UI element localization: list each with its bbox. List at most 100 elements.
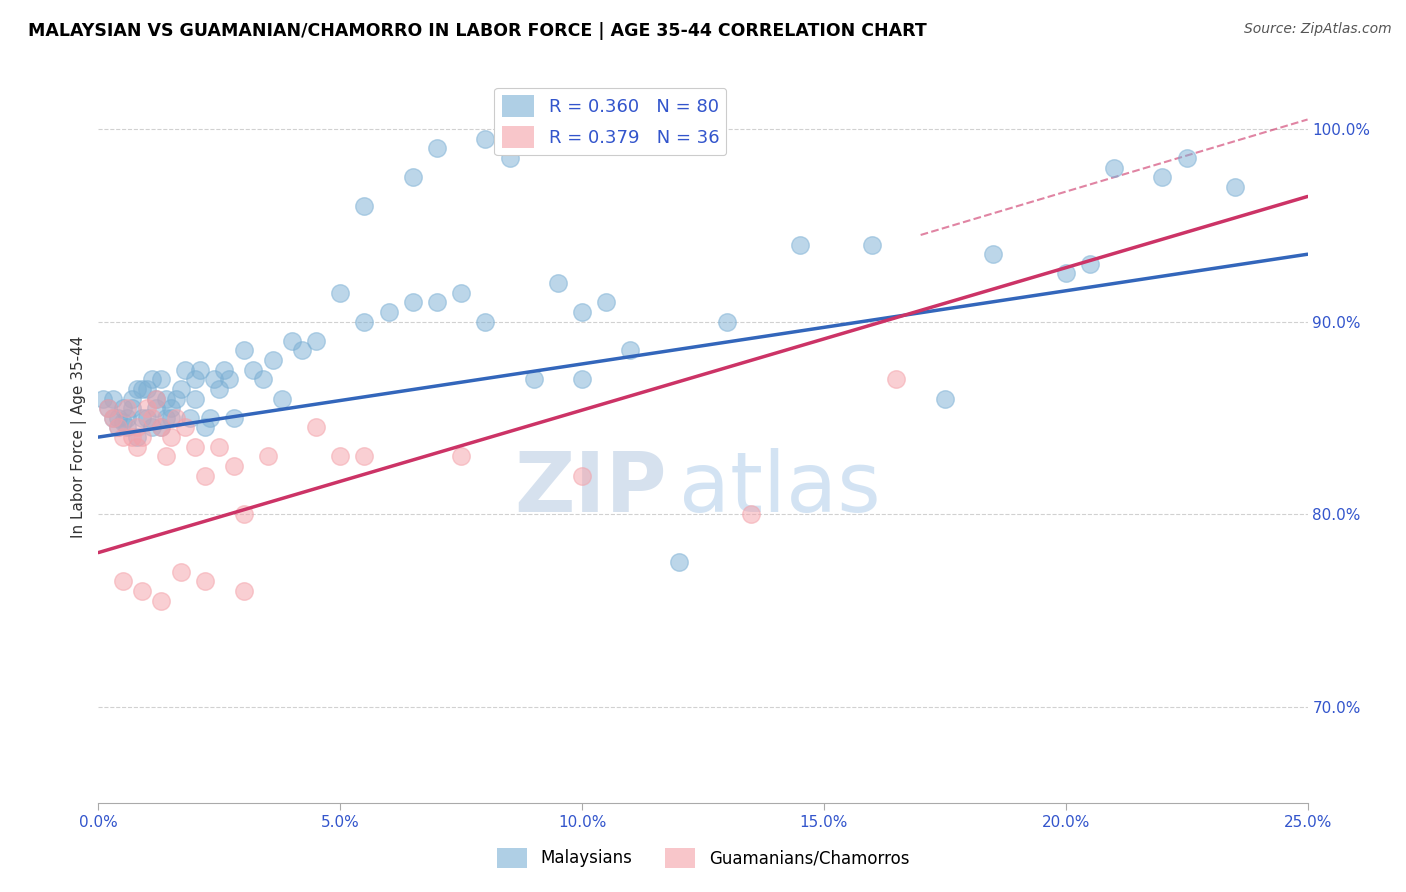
Point (934, 392, 956, 406)
Point (262, 353, 284, 368)
Point (174, 420, 197, 434)
Point (860, 237, 883, 252)
Point (305, 420, 328, 434)
Point (194, 468, 217, 483)
Point (547, 276, 569, 290)
Point (155, 392, 177, 406)
Point (131, 430, 153, 444)
Point (165, 410, 187, 425)
Point (329, 450, 352, 464)
Point (208, 440, 231, 454)
Point (188, 362, 211, 376)
Point (619, 343, 641, 358)
Point (97, 401, 120, 416)
Point (145, 401, 167, 416)
Point (117, 401, 139, 416)
Point (150, 420, 173, 434)
Point (179, 410, 201, 425)
Point (135, 382, 157, 396)
Point (981, 247, 1004, 261)
Point (160, 401, 183, 416)
Point (402, 295, 425, 310)
Point (218, 372, 240, 386)
Point (184, 372, 207, 386)
Point (242, 362, 264, 376)
Legend: Malaysians, Guamanians/Chamorros: Malaysians, Guamanians/Chamorros (491, 841, 915, 875)
Text: ZIP: ZIP (515, 448, 666, 529)
Point (232, 343, 254, 358)
Point (101, 410, 124, 425)
Point (145, 392, 167, 406)
Point (184, 440, 207, 454)
Point (1078, 257, 1101, 271)
Point (377, 305, 399, 319)
Point (353, 450, 375, 464)
Point (111, 401, 134, 416)
Point (135, 410, 157, 425)
Point (150, 420, 173, 434)
Point (91, 392, 114, 406)
Point (426, 141, 449, 155)
Point (107, 420, 129, 434)
Point (290, 343, 312, 358)
Point (232, 507, 254, 521)
Point (523, 372, 546, 386)
Point (353, 199, 375, 213)
Point (886, 372, 908, 386)
Point (329, 285, 352, 300)
Text: atlas: atlas (679, 448, 880, 529)
Point (111, 430, 134, 444)
Point (131, 410, 153, 425)
Point (1152, 170, 1174, 185)
Point (127, 420, 149, 434)
Point (131, 382, 153, 396)
Point (145, 392, 167, 406)
Point (281, 334, 304, 348)
Point (305, 334, 328, 348)
Point (117, 420, 139, 434)
Point (107, 410, 129, 425)
Point (571, 372, 593, 386)
Text: Source: ZipAtlas.com: Source: ZipAtlas.com (1244, 22, 1392, 37)
Point (212, 362, 235, 376)
Point (474, 315, 496, 329)
Point (160, 410, 183, 425)
Point (498, 151, 520, 165)
Point (131, 584, 153, 599)
Point (184, 392, 207, 406)
Point (595, 295, 617, 310)
Point (668, 555, 690, 569)
Point (789, 237, 811, 252)
Point (450, 285, 472, 300)
Point (353, 315, 375, 329)
Point (121, 392, 143, 406)
Point (150, 593, 173, 607)
Point (141, 410, 163, 425)
Point (155, 450, 177, 464)
Point (426, 295, 449, 310)
Point (232, 584, 254, 599)
Point (127, 440, 149, 454)
Point (101, 410, 124, 425)
Point (222, 410, 245, 425)
Point (141, 372, 163, 386)
Point (1054, 267, 1077, 281)
Point (127, 382, 149, 396)
Point (204, 372, 226, 386)
Point (740, 507, 762, 521)
Point (97, 401, 120, 416)
Point (1175, 151, 1198, 165)
Point (169, 382, 191, 396)
Point (208, 382, 231, 396)
Point (169, 565, 191, 579)
Point (121, 430, 143, 444)
Point (127, 430, 149, 444)
Point (117, 410, 139, 425)
Point (222, 458, 245, 473)
Point (474, 132, 496, 146)
Point (174, 362, 197, 376)
Point (194, 574, 217, 589)
Point (194, 420, 217, 434)
Point (107, 420, 129, 434)
Point (160, 430, 183, 444)
